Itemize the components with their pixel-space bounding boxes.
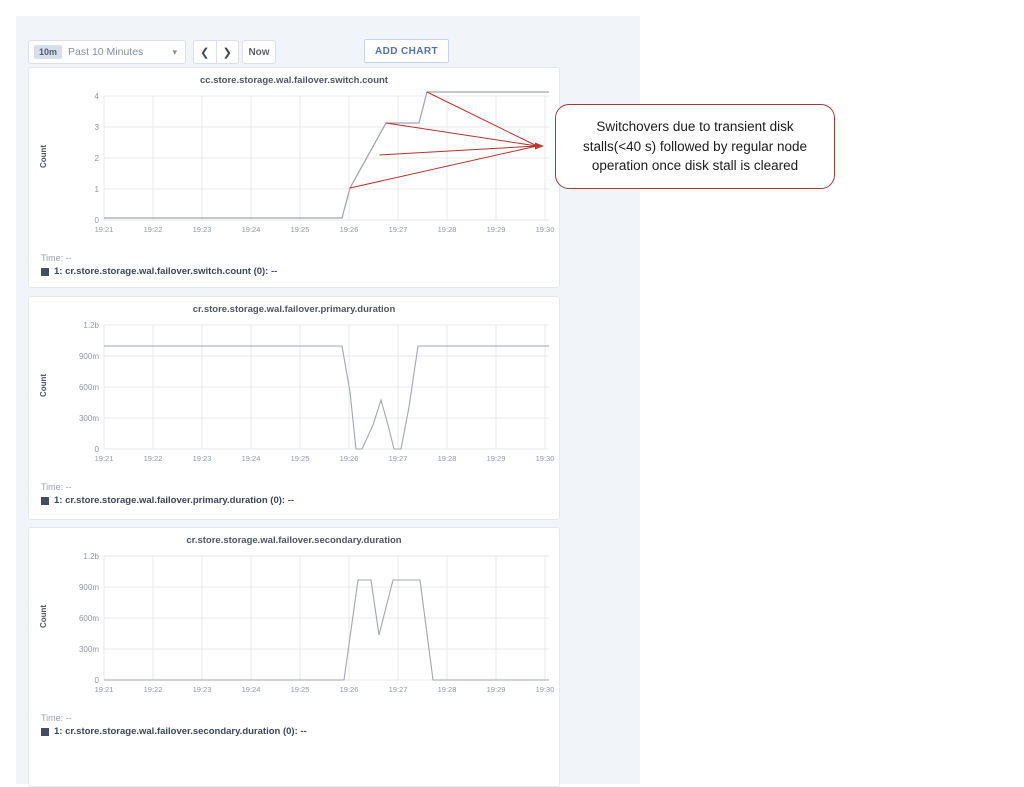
svg-text:0: 0 [95,216,100,225]
svg-text:19:27: 19:27 [389,454,408,463]
svg-text:19:30: 19:30 [536,685,555,694]
svg-text:19:29: 19:29 [487,454,506,463]
svg-text:19:28: 19:28 [438,685,457,694]
svg-text:19:21: 19:21 [95,685,114,694]
svg-text:19:24: 19:24 [242,685,261,694]
svg-text:300m: 300m [79,414,99,423]
svg-text:19:29: 19:29 [487,225,506,234]
svg-text:19:30: 19:30 [536,454,555,463]
svg-text:19:24: 19:24 [242,225,261,234]
svg-text:19:26: 19:26 [340,225,359,234]
svg-text:1: 1 [95,185,100,194]
svg-text:600m: 600m [79,614,99,623]
svg-text:19:29: 19:29 [487,685,506,694]
svg-text:0: 0 [95,676,100,685]
svg-text:19:22: 19:22 [144,685,163,694]
svg-text:19:26: 19:26 [340,454,359,463]
svg-text:900m: 900m [79,583,99,592]
svg-text:19:28: 19:28 [438,225,457,234]
svg-text:1.2b: 1.2b [83,321,99,330]
svg-text:1.2b: 1.2b [83,552,99,561]
svg-text:600m: 600m [79,383,99,392]
svg-text:19:26: 19:26 [340,685,359,694]
svg-text:900m: 900m [79,352,99,361]
svg-text:0: 0 [95,445,100,454]
svg-text:19:25: 19:25 [291,225,310,234]
svg-text:19:21: 19:21 [95,454,114,463]
svg-text:19:23: 19:23 [193,454,212,463]
svg-text:19:28: 19:28 [438,454,457,463]
svg-text:19:24: 19:24 [242,454,261,463]
svg-text:300m: 300m [79,645,99,654]
svg-text:19:27: 19:27 [389,225,408,234]
svg-text:19:25: 19:25 [291,685,310,694]
svg-text:19:25: 19:25 [291,454,310,463]
svg-text:19:21: 19:21 [95,225,114,234]
svg-text:4: 4 [95,92,100,101]
svg-text:2: 2 [95,154,100,163]
svg-text:19:27: 19:27 [389,685,408,694]
svg-text:19:30: 19:30 [536,225,555,234]
svg-text:19:22: 19:22 [144,225,163,234]
svg-text:19:22: 19:22 [144,454,163,463]
svg-text:3: 3 [95,123,100,132]
svg-text:19:23: 19:23 [193,225,212,234]
svg-text:19:23: 19:23 [193,685,212,694]
